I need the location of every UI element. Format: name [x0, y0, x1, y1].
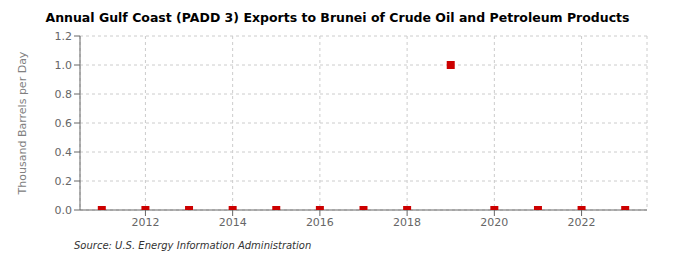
html-text:Source: U.S. Energy Informatio: Source: U.S. Energy Information Administ… — [74, 240, 312, 251]
svg-text:2018: 2018 — [393, 216, 421, 229]
svg-text:1.0: 1.0 — [55, 59, 73, 72]
html-text:Annual Gulf Coast (PADD 3) Exp: Annual Gulf Coast (PADD 3) Exports to Br… — [45, 10, 630, 25]
svg-text:0.6: 0.6 — [55, 117, 73, 130]
svg-text:2016: 2016 — [306, 216, 334, 229]
svg-text:0.4: 0.4 — [55, 146, 73, 159]
svg-text:1.2: 1.2 — [55, 30, 73, 43]
svg-text:0.0: 0.0 — [55, 204, 73, 217]
svg-text:0.2: 0.2 — [55, 175, 73, 188]
svg-text:2022: 2022 — [568, 216, 596, 229]
svg-text:2020: 2020 — [480, 216, 508, 229]
svg-text:2014: 2014 — [219, 216, 247, 229]
svg-text:0.8: 0.8 — [55, 88, 73, 101]
svg-text:Thousand Barrels per Day: Thousand Barrels per Day — [16, 51, 29, 195]
svg-text:2012: 2012 — [131, 216, 159, 229]
